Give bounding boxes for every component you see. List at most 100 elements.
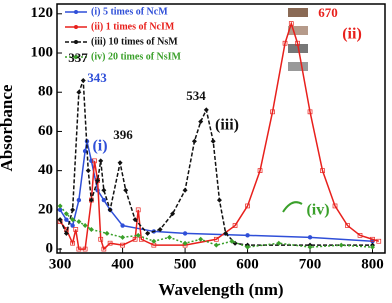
annotation: (ii) [342, 26, 362, 43]
legend-marker [74, 55, 78, 59]
annotation: 337 [68, 50, 88, 65]
marker [76, 246, 82, 252]
marker [120, 242, 125, 248]
marker [295, 40, 300, 46]
marker [63, 211, 69, 217]
marker [232, 223, 238, 228]
marker [85, 168, 91, 174]
marker [57, 207, 63, 213]
marker [107, 207, 113, 213]
legend-marker [74, 40, 78, 44]
marker [170, 211, 176, 217]
marker [80, 77, 86, 83]
marker [63, 230, 69, 236]
series-line [59, 21, 379, 251]
y-tick-label: 100 [31, 44, 54, 60]
y-tick-label: 40 [38, 162, 53, 178]
marker [57, 203, 63, 209]
marker [151, 238, 157, 244]
marker [245, 203, 250, 209]
marker [338, 242, 344, 248]
marker [357, 233, 363, 238]
marker [120, 223, 125, 228]
marker [104, 230, 110, 236]
marker [88, 226, 94, 232]
marker [203, 107, 209, 113]
marker [245, 244, 251, 250]
annotation: 670 [318, 5, 338, 20]
marker [135, 232, 141, 238]
marker [70, 207, 76, 213]
x-tick-label: 800 [361, 256, 384, 272]
annotation: 534 [186, 88, 206, 103]
series-line [59, 141, 373, 242]
series-line [59, 205, 373, 248]
marker [216, 197, 222, 203]
legend-label: (iii) 10 times of NsM [91, 36, 178, 47]
marker [98, 236, 104, 242]
marker [213, 236, 219, 242]
inset-photos [288, 8, 308, 71]
marker [257, 168, 263, 174]
marker [210, 138, 216, 144]
x-tick-label: 700 [299, 256, 322, 272]
marker [307, 244, 313, 250]
legend-label: (i) 5 times of NcM [91, 6, 168, 17]
legend-label: (iv) 20 times of NsIM [91, 51, 182, 62]
marker [132, 236, 138, 242]
marker [288, 21, 294, 26]
marker [88, 197, 94, 203]
marker [282, 40, 288, 46]
annotation: (i) [92, 138, 107, 155]
marker [307, 235, 313, 240]
y-tick-label: 80 [38, 84, 53, 100]
annotation: (iii) [215, 117, 239, 134]
marker [117, 160, 123, 166]
marker [57, 217, 63, 223]
marker [76, 219, 82, 225]
marker [82, 246, 88, 252]
y-axis-label: Absorbance [0, 84, 16, 171]
marker [70, 240, 75, 246]
marker [182, 231, 188, 236]
marker [223, 230, 229, 236]
marker [376, 238, 382, 244]
y-tick-label: 60 [38, 123, 53, 139]
marker [73, 227, 79, 232]
x-tick-label: 400 [111, 256, 134, 272]
marker [229, 238, 235, 244]
legend-marker [74, 10, 78, 14]
marker [245, 233, 250, 238]
series-line [59, 80, 373, 246]
marker [64, 217, 69, 222]
x-tick-label: 500 [174, 256, 197, 272]
marker [101, 187, 107, 193]
marker [120, 234, 126, 240]
marker [82, 223, 88, 229]
marker [101, 197, 107, 203]
annotation-arrow [282, 201, 303, 213]
marker [320, 168, 325, 174]
marker [370, 236, 375, 242]
marker [157, 226, 163, 232]
marker [332, 203, 338, 209]
marker [145, 230, 151, 236]
marker [89, 158, 94, 164]
plot-frame [56, 3, 386, 254]
marker [182, 240, 188, 246]
y-tick-label: 20 [38, 201, 53, 217]
marker [70, 223, 75, 228]
marker [76, 197, 82, 203]
marker [135, 207, 141, 213]
annotation: 343 [87, 70, 107, 85]
annotation: (iv) [306, 202, 329, 219]
marker [270, 109, 275, 115]
marker [76, 89, 82, 95]
legend-label: (ii) 1 times of NcIM [91, 21, 175, 32]
marker [92, 158, 97, 164]
marker [95, 177, 101, 183]
marker [132, 217, 138, 223]
y-tick-label: 120 [31, 5, 54, 21]
marker [198, 236, 204, 242]
